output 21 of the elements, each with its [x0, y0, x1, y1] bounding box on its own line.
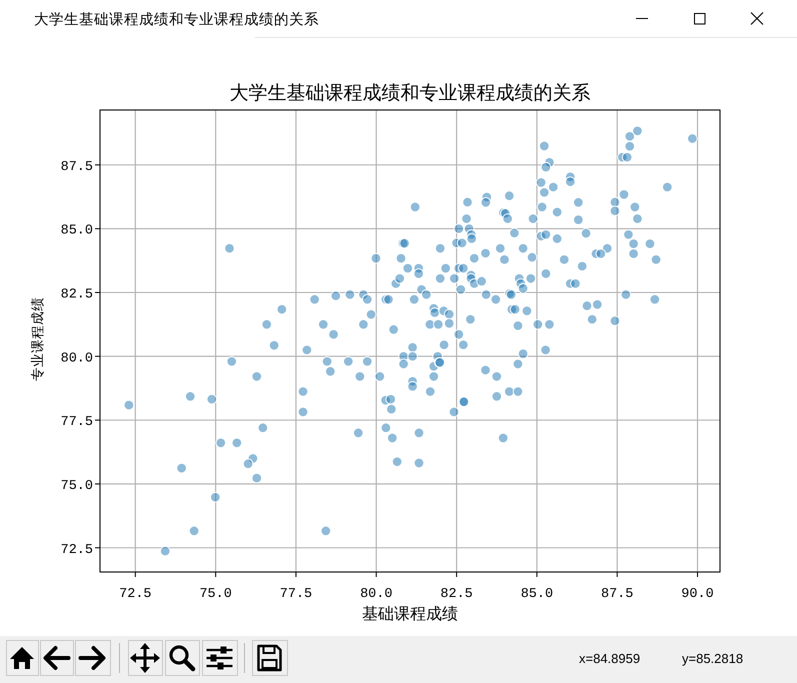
y-tick-label: 80.0	[60, 351, 93, 366]
x-axis-title: 基础课程成绩	[362, 605, 458, 623]
y-tick-label: 85.0	[60, 224, 93, 239]
y-tick-label: 75.0	[60, 478, 93, 494]
text: x=84.8959	[579, 651, 640, 666]
chart-title: 大学生基础课程成绩和专业课程成绩的关系	[34, 12, 319, 28]
y-tick-label: 87.5	[60, 160, 93, 175]
x-tick-label: 90.0	[681, 587, 714, 602]
x-tick-label: 87.5	[601, 587, 634, 602]
y-tick-label: 72.5	[60, 542, 93, 558]
y-tick-label: 82.5	[60, 288, 93, 303]
text: y=85.2818	[682, 651, 744, 666]
x-tick-label: 75.0	[199, 587, 232, 602]
y-tick-label: 77.5	[60, 415, 93, 430]
x-tick-label: 82.5	[440, 587, 473, 602]
y-axis-title: 专业课程成绩	[30, 297, 45, 381]
x-tick-label: 72.5	[119, 587, 152, 602]
x-tick-label: 77.5	[280, 587, 312, 602]
chart-title: 大学生基础课程成绩和专业课程成绩的关系	[230, 83, 590, 104]
x-tick-label: 80.0	[360, 587, 392, 602]
x-tick-label: 85.0	[520, 587, 554, 602]
